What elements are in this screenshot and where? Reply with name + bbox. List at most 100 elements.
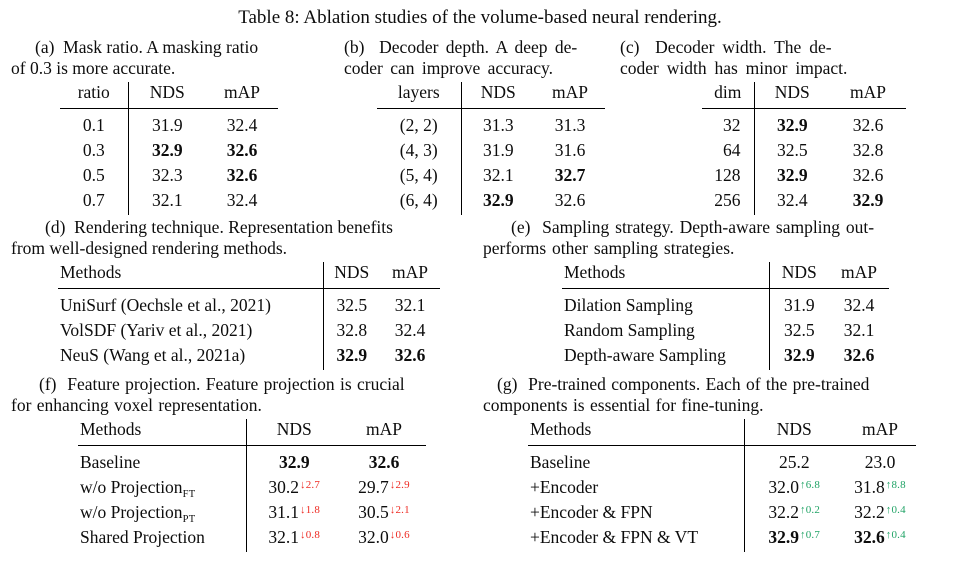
subtable-row-2: (d) Rendering technique. Representation … — [8, 217, 952, 370]
value-cell: 31.3 — [461, 109, 535, 139]
value-cell: 32.1 — [461, 163, 535, 188]
metric-value: 32.8 — [336, 320, 368, 340]
row-label: +Encoder — [530, 477, 599, 497]
metric-value: 32.4 — [226, 190, 258, 210]
row-label: 128 — [714, 165, 741, 185]
subtable-e-table: Methods NDS mAP Dilation Sampling 31.9 32.… — [562, 262, 889, 370]
metric-value: 32.8 — [852, 140, 884, 160]
subtable-a-caption: (a) Mask ratio. A masking ratio of 0.3 i… — [11, 37, 320, 79]
row-label-cell: NeuS (Wang et al., 2021a) — [58, 343, 324, 370]
row-label: (6, 4) — [399, 190, 438, 210]
header-row: layers NDS mAP — [377, 82, 605, 109]
subtable-a-table: ratio NDS mAP 0.1 31.9 32.4 0.3 32.9 32.6 0.5 3… — [60, 82, 278, 215]
subscript-label: FT — [182, 488, 196, 500]
subtable-d-caption: (d) Rendering technique. Representation … — [11, 217, 480, 259]
table-row: +Encoder 32.0↑6.8 31.8↑8.8 — [528, 475, 916, 500]
value-cell: 32.4 — [206, 109, 278, 139]
table-row: w/o ProjectionFT 30.2↓2.7 29.7↓2.9 — [78, 475, 426, 500]
metric-value: 32.6 — [554, 190, 586, 210]
subtable-g: (g) Pre-trained components. Each of the … — [480, 374, 960, 552]
value-cell: 32.2↑0.2 — [744, 500, 844, 525]
subtable-a: (a) Mask ratio. A masking ratio of 0.3 i… — [8, 37, 320, 215]
value-cell: 31.9 — [461, 138, 535, 163]
row-label-cell: (4, 3) — [377, 138, 462, 163]
row-label-cell: +Encoder & FPN & VT — [528, 525, 745, 552]
table-row: (4, 3) 31.9 31.6 — [377, 138, 605, 163]
table-row: +Encoder & FPN 32.2↑0.2 32.2↑0.4 — [528, 500, 916, 525]
value-cell: 32.5 — [754, 138, 830, 163]
row-label-cell: Depth-aware Sampling — [562, 343, 770, 370]
delta-superscript: ↓2.1 — [389, 503, 410, 516]
table-row: 32 32.9 32.6 — [702, 108, 906, 139]
column-header: Methods — [528, 419, 745, 446]
column-header: mAP — [844, 419, 916, 446]
metric-value: 32.6 — [854, 527, 885, 547]
value-cell: 32.6 — [380, 343, 440, 370]
delta-superscript: ↑6.8 — [800, 478, 821, 491]
row-label-cell: 256 — [702, 188, 755, 215]
value-cell: 29.7↓2.9 — [342, 475, 426, 500]
metric-value: 30.2 — [268, 477, 300, 497]
row-label: Depth-aware Sampling — [564, 345, 726, 365]
caption-line: of 0.3 is more accurate. — [11, 58, 176, 78]
caption-line: (d) Rendering technique. Representation … — [45, 217, 393, 237]
table-row: (6, 4) 32.9 32.6 — [377, 188, 605, 215]
column-header: NDS — [128, 82, 206, 109]
value-cell: 32.9 — [323, 343, 380, 370]
row-label: UniSurf (Oechsle et al., 2021) — [60, 295, 271, 315]
row-label-cell: 0.7 — [60, 188, 129, 215]
metric-value: 32.0 — [768, 477, 800, 497]
column-header: NDS — [754, 82, 830, 109]
metric-value: 31.3 — [482, 115, 514, 135]
column-header: ratio — [60, 82, 129, 109]
row-label-cell: 0.3 — [60, 138, 129, 163]
column-header: dim — [702, 82, 755, 109]
table-row: VolSDF (Yariv et al., 2021) 32.8 32.4 — [58, 318, 440, 343]
value-cell: 32.4 — [829, 289, 889, 319]
column-header: mAP — [829, 262, 889, 289]
value-cell: 32.7 — [535, 163, 605, 188]
subtable-d-table: Methods NDS mAP UniSurf (Oechsle et al.,… — [58, 262, 440, 370]
delta-superscript: ↓2.7 — [300, 478, 321, 491]
metric-value: 25.2 — [778, 452, 810, 472]
metric-value: 31.1 — [268, 502, 300, 522]
row-label-cell: 32 — [702, 108, 755, 138]
table-row: 256 32.4 32.9 — [702, 188, 906, 215]
delta-superscript: ↑0.7 — [800, 528, 821, 541]
metric-value: 32.3 — [151, 165, 183, 185]
caption-line: components is essential for fine-tuning. — [483, 395, 764, 415]
subtable-e-caption: (e) Sampling strategy. Depth-aware sampl… — [483, 217, 960, 259]
column-header: NDS — [246, 419, 342, 446]
value-cell: 32.9 — [754, 109, 830, 139]
row-label: 0.3 — [82, 140, 105, 160]
column-header: NDS — [323, 262, 380, 289]
row-label: w/o Projection — [80, 502, 183, 522]
column-header: Methods — [58, 262, 324, 289]
metric-value: 32.1 — [394, 295, 426, 315]
column-header: mAP — [380, 262, 440, 289]
row-label-cell: Baseline — [528, 445, 745, 475]
metric-value: 32.5 — [783, 320, 815, 340]
metric-value: 32.6 — [843, 345, 875, 365]
subtable-row-3: (f) Feature projection. Feature projecti… — [8, 374, 952, 552]
row-label: 0.7 — [82, 190, 105, 210]
subtable-e: (e) Sampling strategy. Depth-aware sampl… — [480, 217, 960, 370]
row-label-cell: 64 — [702, 138, 755, 163]
value-cell: 32.9 — [246, 446, 342, 476]
value-cell: 32.0↑6.8 — [744, 475, 844, 500]
row-label-cell: Random Sampling — [562, 318, 770, 343]
header-row: dim NDS mAP — [702, 82, 906, 109]
table-row: UniSurf (Oechsle et al., 2021) 32.5 32.1 — [58, 288, 440, 318]
row-label: 32 — [723, 115, 741, 135]
metric-value: 32.4 — [394, 320, 426, 340]
metric-value: 31.9 — [783, 295, 815, 315]
value-cell: 32.2↑0.4 — [844, 500, 916, 525]
delta-superscript: ↓0.6 — [389, 528, 410, 541]
subtable-b-table: layers NDS mAP (2, 2) 31.3 31.3 (4, 3) 31.9 3… — [377, 82, 605, 215]
row-label: VolSDF (Yariv et al., 2021) — [60, 320, 253, 340]
caption-line: (e) Sampling strategy. Depth-aware sampl… — [511, 217, 875, 237]
table-row: +Encoder & FPN & VT 32.9↑0.7 32.6↑0.4 — [528, 525, 916, 552]
metric-value: 32.1 — [151, 190, 183, 210]
row-label: 256 — [714, 190, 741, 210]
column-header: mAP — [206, 82, 278, 109]
